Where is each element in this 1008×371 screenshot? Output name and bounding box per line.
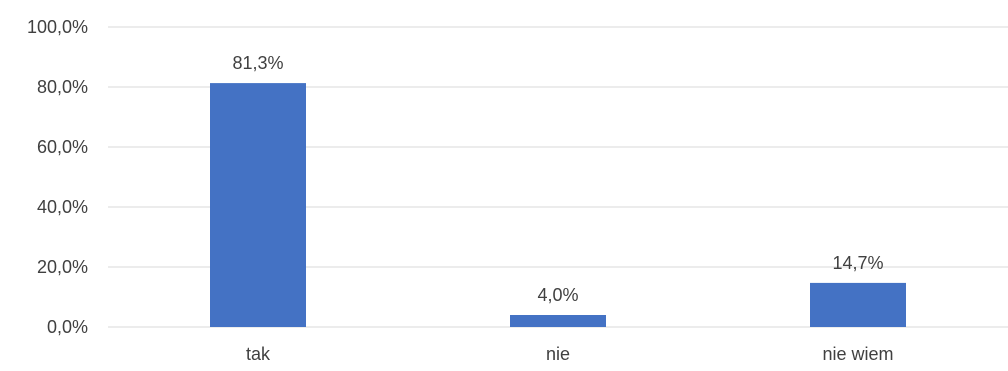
- y-axis: 0,0% 20,0% 40,0% 60,0% 80,0% 100,0%: [27, 17, 88, 337]
- data-label: 81,3%: [232, 53, 283, 73]
- x-category-label: tak: [246, 344, 271, 364]
- data-label: 14,7%: [832, 253, 883, 273]
- data-label: 4,0%: [537, 285, 578, 305]
- y-tick-label: 60,0%: [37, 137, 88, 157]
- y-tick-label: 100,0%: [27, 17, 88, 37]
- y-tick-label: 40,0%: [37, 197, 88, 217]
- y-tick-label: 80,0%: [37, 77, 88, 97]
- bar-nie-wiem: [810, 282, 906, 327]
- x-category-label: nie wiem: [822, 344, 893, 364]
- bar-nie: [510, 315, 606, 327]
- x-category-label: nie: [546, 344, 570, 364]
- y-tick-label: 0,0%: [47, 317, 88, 337]
- x-axis: tak nie nie wiem: [246, 344, 894, 364]
- data-labels: 81,3% 4,0% 14,7%: [232, 53, 883, 305]
- bars: [210, 83, 906, 327]
- y-tick-label: 20,0%: [37, 257, 88, 277]
- bar-tak: [210, 83, 306, 327]
